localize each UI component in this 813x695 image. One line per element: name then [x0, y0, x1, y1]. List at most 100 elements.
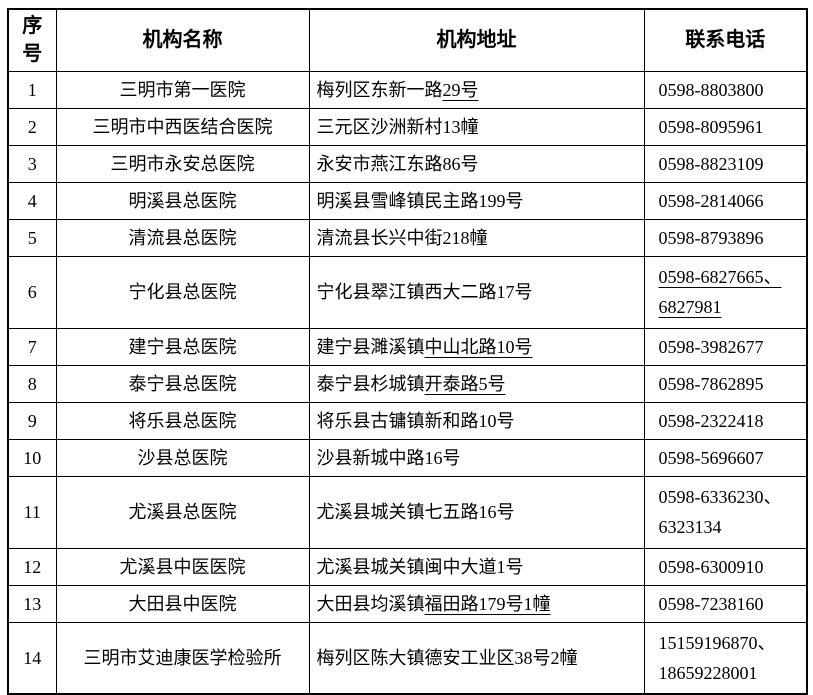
institution-address-cell: 尤溪县城关镇闽中大道1号 [308, 547, 645, 586]
institution-name-cell: 建宁县总医院 [55, 327, 310, 366]
contact-phone-cell: 0598-7862895 [643, 364, 808, 403]
table-row: 6 宁化县总医院 宁化县翠江镇西大二路17号 0598-6827665、 682798… [7, 255, 808, 329]
text-run: 清流县长兴中街218幢 [316, 227, 488, 248]
table-body: 1 三明市第一医院 梅列区东新一路29号 0598-8803800 2 三明市中西医结合医… [7, 70, 808, 695]
text-run: 0598-7238160 [658, 593, 764, 614]
serial-number-cell: 4 [7, 181, 57, 220]
text-run: 0598-8823109 [658, 153, 764, 174]
serial-number-cell: 9 [7, 401, 57, 440]
contact-phone-cell: 0598-5696607 [643, 438, 808, 477]
text-run: 0598-6336230、 6323134 [658, 487, 782, 537]
table-row: 4 明溪县总医院 明溪县雪峰镇民主路199号 0598-2814066 [7, 181, 808, 220]
institution-address-cell: 梅列区陈大镇德安工业区38号2幢 [308, 621, 645, 695]
table-row: 11 尤溪县总医院 尤溪县城关镇七五路16号 0598-6336230、 632313… [7, 475, 808, 549]
institution-name-cell: 三明市永安总医院 [55, 144, 310, 183]
text-run: 0598-8803800 [658, 79, 764, 100]
text-run: 0598-3982677 [658, 336, 764, 357]
text-run: 将乐县古镛镇新和路10号 [316, 410, 515, 431]
institution-address-cell: 永安市燕江东路86号 [308, 144, 645, 183]
institution-address-cell: 清流县长兴中街218幢 [308, 218, 645, 257]
serial-number-cell: 3 [7, 144, 57, 183]
institution-address-cell: 梅列区东新一路29号 [308, 70, 645, 109]
institution-name-cell: 明溪县总医院 [55, 181, 310, 220]
serial-number-cell: 6 [7, 255, 57, 329]
serial-number-cell: 10 [7, 438, 57, 477]
contact-phone-cell: 0598-8095961 [643, 107, 808, 146]
contact-phone-cell: 0598-8823109 [643, 144, 808, 183]
text-run: 三元区沙洲新村13幢 [316, 116, 479, 137]
serial-number-cell: 13 [7, 584, 57, 623]
contact-phone-cell: 0598-8793896 [643, 218, 808, 257]
institution-address-cell: 将乐县古镛镇新和路10号 [308, 401, 645, 440]
institution-address-cell: 泰宁县杉城镇开泰路5号 [308, 364, 645, 403]
header-cell-institution-address: 机构地址 [308, 8, 645, 72]
table-row: 8 泰宁县总医院 泰宁县杉城镇开泰路5号 0598-7862895 [7, 364, 808, 403]
serial-number-cell: 8 [7, 364, 57, 403]
institution-name-cell: 三明市中西医结合医院 [55, 107, 310, 146]
text-run: 建宁县濉溪镇 [316, 336, 425, 357]
text-run: 沙县新城中路16号 [316, 447, 461, 468]
text-run: 0598-8095961 [658, 116, 764, 137]
institution-name-cell: 将乐县总医院 [55, 401, 310, 440]
institution-name-cell: 三明市艾迪康医学检验所 [55, 621, 310, 695]
table-row: 7 建宁县总医院 建宁县濉溪镇中山北路10号 0598-3982677 [7, 327, 808, 366]
table-row: 12 尤溪县中医医院 尤溪县城关镇闽中大道1号 0598-6300910 [7, 547, 808, 586]
text-run: 大田县均溪镇 [316, 593, 425, 614]
institution-address-cell: 大田县均溪镇福田路179号1幢 [308, 584, 645, 623]
institution-name-cell: 三明市第一医院 [55, 70, 310, 109]
underlined-text-run: 福田路179号1幢 [424, 593, 551, 614]
institution-name-cell: 大田县中医院 [55, 584, 310, 623]
underlined-text-run: 0598-6827665、 6827981 [658, 267, 782, 317]
text-run: 永安市燕江东路86号 [316, 153, 479, 174]
institution-name-cell: 尤溪县总医院 [55, 475, 310, 549]
institution-address-cell: 建宁县濉溪镇中山北路10号 [308, 327, 645, 366]
institution-name-cell: 泰宁县总医院 [55, 364, 310, 403]
institution-address-cell: 宁化县翠江镇西大二路17号 [308, 255, 645, 329]
institutions-table: 序 号 机构名称 机构地址 联系电话 1 三明市第一医院 梅列区东新一路29号 059… [7, 8, 808, 695]
header-cell-institution-name: 机构名称 [55, 8, 310, 72]
contact-phone-cell: 0598-3982677 [643, 327, 808, 366]
serial-number-cell: 2 [7, 107, 57, 146]
institution-name-cell: 尤溪县中医医院 [55, 547, 310, 586]
text-run: 宁化县翠江镇西大二路17号 [316, 282, 533, 302]
contact-phone-cell: 0598-2814066 [643, 181, 808, 220]
institution-address-cell: 三元区沙洲新村13幢 [308, 107, 645, 146]
table-row: 10 沙县总医院 沙县新城中路16号 0598-5696607 [7, 438, 808, 477]
institution-name-cell: 清流县总医院 [55, 218, 310, 257]
serial-number-cell: 7 [7, 327, 57, 366]
text-run: 15159196870、 18659228001 [658, 632, 776, 683]
text-run: 0598-6300910 [658, 556, 764, 577]
text-run: 尤溪县城关镇七五路16号 [316, 502, 515, 522]
header-cell-contact-phone: 联系电话 [643, 8, 808, 72]
text-run: 泰宁县杉城镇 [316, 373, 425, 394]
underlined-text-run: 开泰路5号 [424, 373, 506, 394]
table-row: 2 三明市中西医结合医院 三元区沙洲新村13幢 0598-8095961 [7, 107, 808, 146]
institution-name-cell: 沙县总医院 [55, 438, 310, 477]
text-run: 明溪县雪峰镇民主路199号 [316, 190, 524, 211]
text-run: 0598-5696607 [658, 447, 764, 468]
contact-phone-cell: 0598-2322418 [643, 401, 808, 440]
contact-phone-cell: 0598-7238160 [643, 584, 808, 623]
serial-number-cell: 1 [7, 70, 57, 109]
contact-phone-cell: 0598-8803800 [643, 70, 808, 109]
text-run: 梅列区陈大镇德安工业区38号2幢 [316, 647, 578, 668]
table-row: 5 清流县总医院 清流县长兴中街218幢 0598-8793896 [7, 218, 808, 257]
table-row: 13 大田县中医院 大田县均溪镇福田路179号1幢 0598-7238160 [7, 584, 808, 623]
text-run: 0598-8793896 [658, 227, 764, 248]
institution-address-cell: 沙县新城中路16号 [308, 438, 645, 477]
table-row: 1 三明市第一医院 梅列区东新一路29号 0598-8803800 [7, 70, 808, 109]
serial-number-cell: 12 [7, 547, 57, 586]
institution-address-cell: 尤溪县城关镇七五路16号 [308, 475, 645, 549]
text-run: 0598-7862895 [658, 373, 764, 394]
text-run: 梅列区东新一路 [316, 79, 443, 100]
header-row: 序 号 机构名称 机构地址 联系电话 [7, 8, 808, 72]
institution-address-cell: 明溪县雪峰镇民主路199号 [308, 181, 645, 220]
text-run: 0598-2814066 [658, 190, 764, 211]
contact-phone-cell: 15159196870、 18659228001 [643, 621, 808, 695]
table-row: 14 三明市艾迪康医学检验所 梅列区陈大镇德安工业区38号2幢 15159196870… [7, 621, 808, 695]
serial-number-cell: 11 [7, 475, 57, 549]
serial-number-cell: 14 [7, 621, 57, 695]
text-run: 0598-2322418 [658, 410, 764, 431]
header-cell-serial-number: 序 号 [7, 8, 57, 72]
contact-phone-cell: 0598-6827665、 6827981 [643, 255, 808, 329]
